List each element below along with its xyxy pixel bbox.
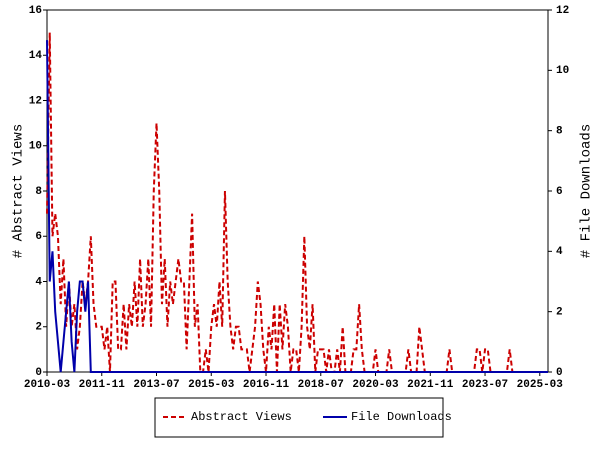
legend-label: File Downloads [351, 410, 452, 424]
y2-axis-label: # File Downloads [579, 124, 595, 258]
legend-box [154, 397, 444, 438]
x-tick-label: 2013-07 [133, 379, 179, 391]
y-tick-label: 2 [35, 322, 42, 334]
y-tick-label: 10 [29, 141, 42, 153]
y-tick-label: 16 [29, 5, 42, 17]
y2-tick-label: 2 [556, 307, 563, 319]
x-tick-label: 2016-11 [243, 379, 290, 391]
y2-tick-label: 10 [556, 65, 569, 77]
y2-tick-label: 12 [556, 5, 569, 17]
y-tick-label: 12 [29, 95, 42, 107]
y-tick-label: 14 [29, 50, 43, 62]
y2-tick-label: 0 [556, 367, 563, 379]
x-tick-label: 2015-03 [188, 379, 235, 391]
x-tick-label: 2018-07 [298, 379, 344, 391]
y-axis-label: # Abstract Views [11, 124, 27, 258]
x-tick-label: 2025-03 [517, 379, 564, 391]
x-tick-label: 2010-03 [24, 379, 71, 391]
y2-tick-label: 8 [556, 126, 563, 138]
x-tick-label: 2020-03 [352, 379, 399, 391]
y-tick-label: 4 [35, 276, 42, 288]
x-tick-label: 2011-11 [79, 379, 126, 391]
legend-label: Abstract Views [191, 410, 292, 424]
y-tick-label: 0 [35, 367, 42, 379]
series-line [46, 40, 548, 373]
series-line [46, 32, 548, 373]
y-tick-label: 6 [35, 231, 42, 243]
x-tick-label: 2021-11 [407, 379, 454, 391]
x-tick-label: 2023-07 [462, 379, 508, 391]
y2-tick-label: 4 [556, 246, 563, 258]
y2-tick-label: 6 [556, 186, 563, 198]
y-tick-label: 8 [35, 186, 42, 198]
